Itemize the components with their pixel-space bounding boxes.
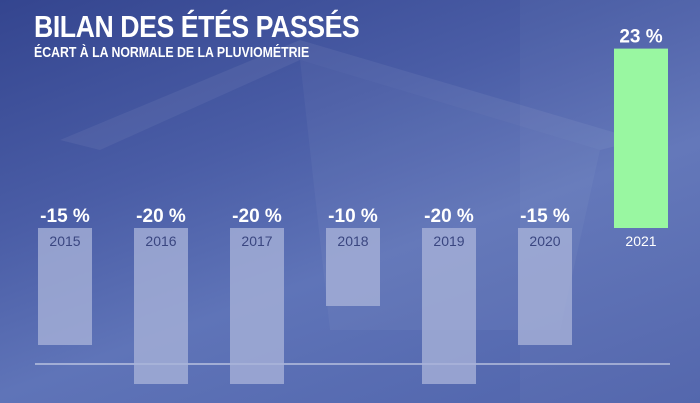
value-label-2021: 23 % <box>619 27 662 48</box>
bar-2018 <box>326 228 380 306</box>
page-subtitle: ÉCART À LA NORMALE DE LA PLUVIOMÉTRIE <box>34 44 310 61</box>
value-label-2015: -15 % <box>40 206 90 227</box>
category-label-2017: 2017 <box>241 233 272 249</box>
value-label-2016: -20 % <box>136 206 186 227</box>
category-label-2020: 2020 <box>529 233 560 249</box>
page-title: BILAN DES ÉTÉS PASSÉS <box>34 9 360 44</box>
bar-2015 <box>38 228 92 345</box>
value-label-2020: -15 % <box>520 206 570 227</box>
category-label-2018: 2018 <box>337 233 368 249</box>
bar-2017 <box>230 228 284 384</box>
category-label-2021: 2021 <box>625 233 656 249</box>
value-label-2017: -20 % <box>232 206 282 227</box>
bar-2021 <box>614 48 668 228</box>
value-label-2019: -20 % <box>424 206 474 227</box>
bar-2020 <box>518 228 572 345</box>
category-label-2016: 2016 <box>145 233 176 249</box>
category-label-2015: 2015 <box>49 233 80 249</box>
value-label-2018: -10 % <box>328 206 378 227</box>
bar-2019 <box>422 228 476 384</box>
category-label-2019: 2019 <box>433 233 464 249</box>
bar-2016 <box>134 228 188 384</box>
